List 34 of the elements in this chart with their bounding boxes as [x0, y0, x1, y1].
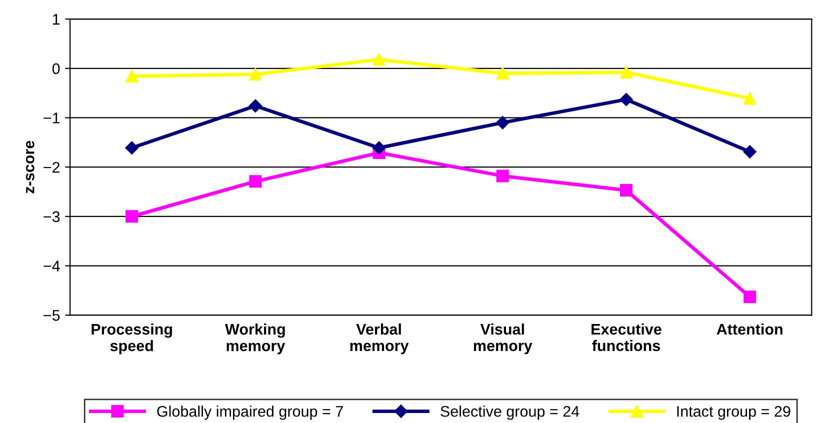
y-tick-label: −1	[44, 112, 60, 124]
y-tick-label: 1	[52, 14, 60, 25]
point	[125, 141, 138, 154]
point	[372, 141, 386, 154]
point	[372, 53, 386, 66]
point	[249, 68, 262, 81]
y-tick-label: −2	[44, 162, 60, 173]
x-tick-label: Working memory	[225, 323, 286, 354]
point	[126, 210, 138, 223]
x-tick-label: Processing speed	[92, 323, 172, 354]
x-tick-label: Verbal memory	[350, 323, 409, 354]
point	[620, 92, 633, 106]
point	[620, 66, 632, 79]
y-tick-label: −5	[44, 310, 60, 321]
point	[496, 67, 509, 80]
point	[496, 170, 509, 182]
point	[126, 70, 138, 83]
legend-label: Globally impaired group = 7	[157, 406, 343, 420]
point	[743, 145, 756, 158]
point	[249, 175, 262, 188]
x-tick-label: Visual memory	[474, 323, 532, 354]
legend-label: Selective group = 24	[440, 406, 580, 420]
point	[744, 290, 756, 304]
x-tick-label: Executive functions	[592, 323, 662, 352]
x-tick-label: Attention	[716, 323, 782, 335]
point	[744, 92, 756, 105]
y-axis-title: z-score	[26, 140, 34, 194]
y-tick-label: −3	[44, 211, 60, 222]
point	[620, 184, 632, 197]
legend-label: Intact group = 29	[677, 406, 790, 420]
y-tick-label: 0	[52, 63, 60, 74]
point	[496, 116, 510, 130]
point	[248, 99, 262, 112]
y-tick-label: −4	[44, 260, 60, 272]
